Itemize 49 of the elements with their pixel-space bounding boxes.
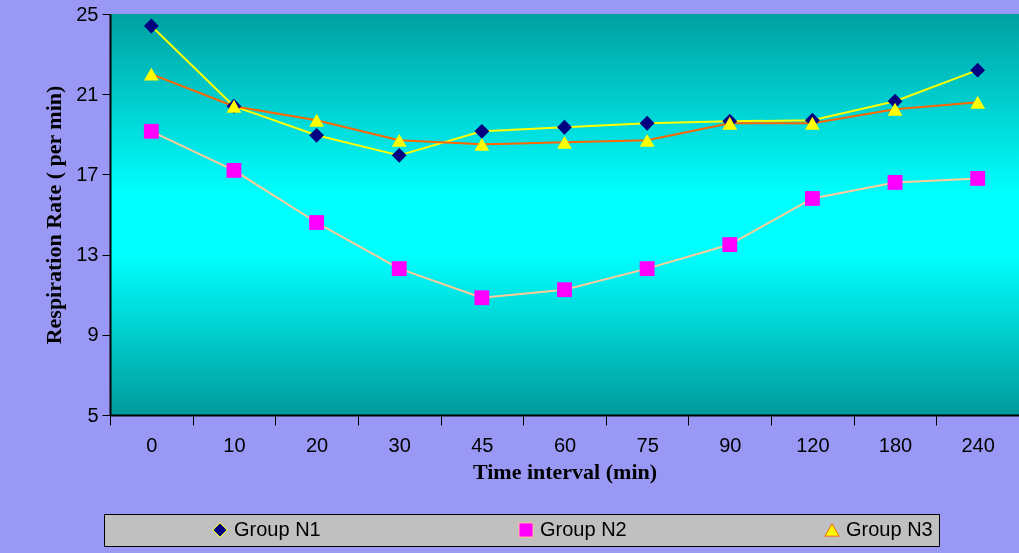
y-axis-title: Respiration Rate ( per min) <box>41 85 67 345</box>
x-tick-label: 90 <box>719 433 742 456</box>
point <box>639 261 655 277</box>
x-tick-label: 0 <box>146 433 158 456</box>
x-tick-label: 10 <box>223 433 246 456</box>
x-tick-label: 60 <box>553 433 577 456</box>
point <box>887 175 903 190</box>
point <box>309 215 325 230</box>
point <box>722 237 738 252</box>
y-tick-label: 25 <box>76 2 99 25</box>
point <box>804 191 820 206</box>
y-tick-label: 13 <box>76 243 99 266</box>
point <box>970 62 986 78</box>
point <box>639 133 655 147</box>
point <box>391 133 407 147</box>
point <box>391 147 407 163</box>
legend-label: Group N2 <box>540 518 627 540</box>
x-tick-label: 180 <box>878 433 913 456</box>
x-tick-label: 75 <box>636 433 659 456</box>
point <box>143 67 159 81</box>
y-tick-label: 17 <box>76 162 99 185</box>
legend-label: Group N3 <box>846 518 933 540</box>
point <box>557 282 572 298</box>
point <box>143 18 159 34</box>
x-tick-label: 240 <box>961 433 995 456</box>
point <box>309 113 325 127</box>
point <box>309 127 325 143</box>
x-tick-label: 45 <box>471 433 494 456</box>
point <box>474 123 490 139</box>
point <box>639 115 655 131</box>
point <box>143 123 159 139</box>
point <box>474 137 490 151</box>
y-tick-label: 9 <box>87 323 99 346</box>
x-tick-label: 120 <box>796 433 830 456</box>
point <box>557 119 572 135</box>
y-tick-label: 21 <box>76 82 99 105</box>
legend-label: Group N1 <box>234 518 321 540</box>
point <box>391 261 407 277</box>
x-tick-label: 20 <box>305 433 329 456</box>
point <box>474 290 490 306</box>
x-tick-label: 30 <box>388 433 411 456</box>
point <box>887 102 903 116</box>
point <box>557 135 572 149</box>
y-tick-label: 5 <box>87 403 99 426</box>
point <box>970 170 986 186</box>
point <box>970 95 986 109</box>
point <box>226 162 242 178</box>
x-axis-title: Time interval (min) <box>472 458 658 484</box>
point <box>804 116 820 130</box>
